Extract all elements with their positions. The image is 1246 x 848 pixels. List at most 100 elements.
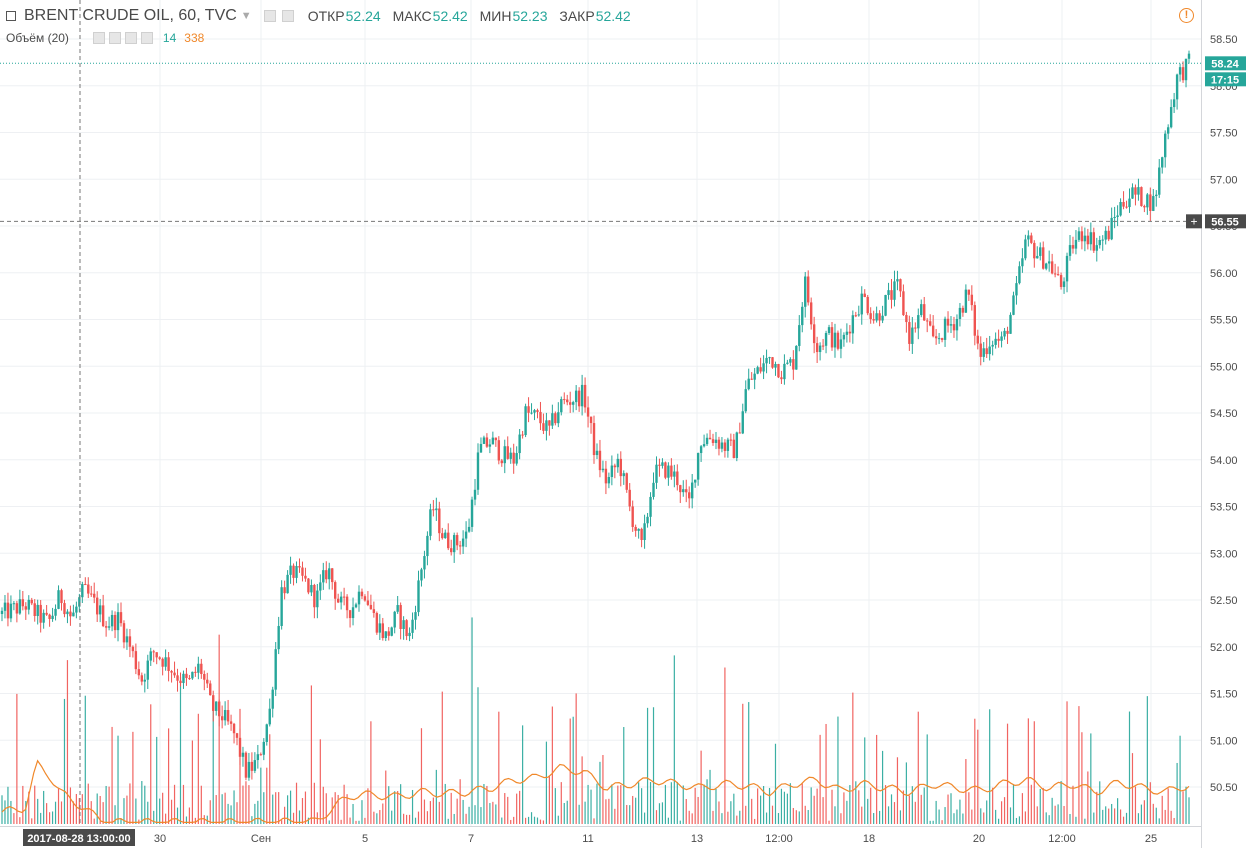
- volume-bar: [1075, 816, 1077, 824]
- candle-body: [155, 652, 158, 658]
- volume-bar: [480, 807, 482, 824]
- close-value: 52.42: [595, 8, 631, 24]
- symbol-title[interactable]: BRENT CRUDE OIL, 60, TVC: [24, 7, 237, 24]
- volume-bar: [596, 783, 598, 824]
- open-label: ОТКР: [307, 8, 345, 24]
- volume-bar: [459, 779, 461, 824]
- volume-bar: [337, 794, 339, 824]
- collapse-icon[interactable]: [6, 11, 16, 21]
- volume-bar: [611, 784, 613, 824]
- volume-bar: [319, 739, 321, 824]
- crosshair-plus-icon[interactable]: +: [1190, 214, 1197, 228]
- volume-indicator-label[interactable]: Объём (20): [6, 31, 69, 45]
- volume-bar: [846, 800, 848, 824]
- volume-bar: [661, 802, 664, 824]
- candle-body: [1122, 202, 1125, 207]
- x-tick-label: 11: [582, 833, 593, 845]
- volume-bar: [57, 788, 60, 824]
- last-price-value: 58.24: [1211, 58, 1239, 70]
- candle-body: [185, 673, 188, 679]
- volume-bar: [170, 799, 173, 824]
- volume-bar: [617, 785, 619, 824]
- candle-body: [970, 294, 974, 306]
- candle-body: [756, 367, 759, 374]
- close-icon[interactable]: [140, 32, 153, 44]
- candle-body: [351, 607, 355, 619]
- candle-body: [366, 600, 370, 605]
- candle-body: [931, 325, 935, 337]
- time-axis[interactable]: 30 Сен 5 7 11 13 12:00 18 20 12:00 25: [154, 833, 1157, 845]
- volume-bar: [590, 789, 592, 824]
- volume-bar: [563, 802, 565, 824]
- plus-icon[interactable]: [124, 32, 137, 44]
- candle-body: [521, 434, 524, 436]
- chevron-down-icon[interactable]: ▼: [240, 10, 252, 22]
- x-tick-label: 12:00: [765, 833, 793, 845]
- volume-bar: [664, 784, 667, 824]
- volume-bar: [489, 803, 491, 824]
- candle-body: [946, 318, 950, 326]
- visibility-icon[interactable]: [281, 10, 294, 22]
- volume-bar: [1122, 816, 1125, 824]
- volume-bar: [346, 794, 348, 824]
- candle-body: [652, 482, 655, 497]
- candle-body: [628, 489, 631, 507]
- volume-bar: [1096, 791, 1098, 824]
- volume-bar: [397, 791, 399, 824]
- volume-bar: [286, 795, 289, 824]
- candle-body: [220, 716, 224, 721]
- volume-bar: [706, 779, 708, 824]
- volume-bar: [200, 785, 202, 824]
- volume-bar: [263, 792, 265, 824]
- candle-body: [610, 465, 614, 478]
- volume-bar: [736, 815, 738, 824]
- volume-bar: [1015, 817, 1018, 824]
- candle-body: [753, 373, 756, 380]
- volume-bar: [635, 797, 637, 824]
- candle-body: [241, 752, 245, 757]
- volume-bar: [159, 798, 161, 824]
- settings-icon[interactable]: [263, 10, 276, 22]
- candle-body: [357, 591, 361, 605]
- volume-bar: [4, 800, 6, 824]
- gear-icon[interactable]: [108, 32, 121, 44]
- volume-bar: [789, 783, 791, 824]
- volume-bar: [1105, 806, 1107, 824]
- volume-bar: [221, 794, 223, 824]
- volume-bar: [852, 692, 854, 824]
- candle-body: [762, 363, 765, 372]
- candle-body: [964, 289, 968, 313]
- candle-body: [408, 632, 411, 637]
- candle-body: [958, 307, 962, 319]
- eye-icon[interactable]: [92, 32, 105, 44]
- candle-body: [39, 604, 42, 623]
- volume-bar: [724, 667, 726, 824]
- candle-body: [860, 293, 863, 315]
- volume-bar: [971, 809, 973, 824]
- volume-bar: [1117, 798, 1119, 824]
- volume-bar: [227, 803, 229, 824]
- candle-body: [821, 345, 825, 347]
- candle-body: [232, 723, 236, 734]
- volume-bar: [548, 775, 550, 824]
- candle-body: [905, 315, 908, 323]
- volume-bar: [191, 740, 193, 824]
- price-axis[interactable]: 58.5058.0057.5057.0056.5056.0055.5055.00…: [1210, 34, 1238, 794]
- candle-body: [566, 399, 569, 403]
- volume-indicator-header: Объём (20) 14 338: [6, 31, 204, 45]
- candle-body: [664, 462, 667, 478]
- volume-bar: [923, 787, 925, 824]
- candle-body: [798, 325, 801, 346]
- candle-body: [994, 338, 997, 345]
- warning-icon[interactable]: !: [1179, 8, 1194, 23]
- candle-body: [113, 614, 117, 631]
- candle-body: [711, 439, 715, 443]
- volume-bar: [132, 731, 134, 824]
- volume-bar: [429, 801, 431, 824]
- close-label: ЗАКР: [559, 8, 595, 24]
- candle-body: [551, 413, 554, 426]
- candle-body: [1140, 187, 1143, 207]
- candle-body: [875, 313, 878, 321]
- candle-body: [786, 362, 789, 364]
